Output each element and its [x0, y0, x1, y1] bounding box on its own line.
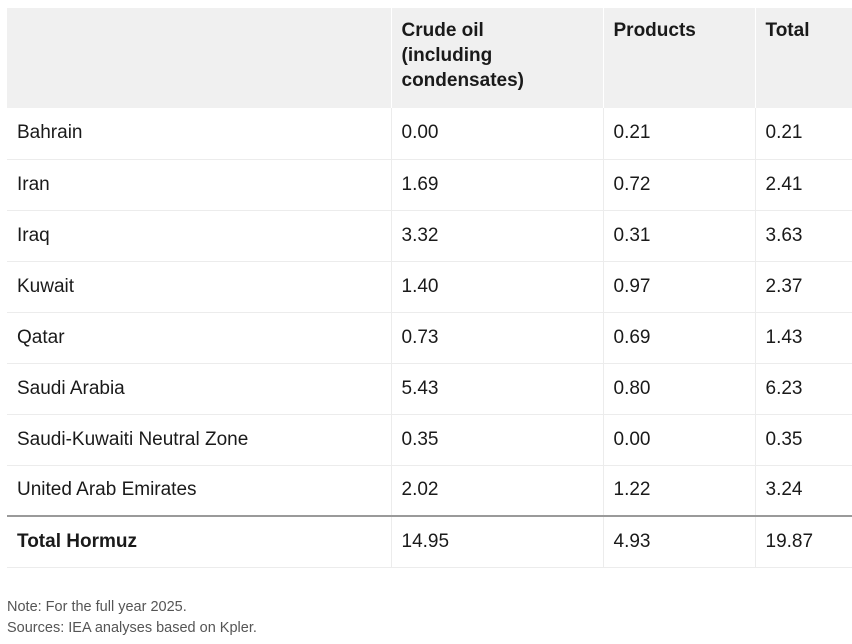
cell-total: 3.63 [755, 210, 852, 262]
table-row: Kuwait 1.40 0.97 2.37 [7, 261, 852, 313]
header-products: Products [603, 8, 756, 108]
cell-country: Bahrain [7, 108, 392, 160]
header-crude-line-1: Crude oil [401, 20, 484, 41]
cell-products: 0.72 [603, 159, 756, 211]
total-label: Total Hormuz [7, 515, 392, 568]
cell-products: 0.69 [603, 312, 756, 364]
note-text: Note: For the full year 2025. [7, 599, 187, 615]
cell-crude: 0.73 [391, 312, 604, 364]
table-row: Iran 1.69 0.72 2.41 [7, 159, 852, 211]
total-products: 4.93 [603, 515, 756, 568]
header-crude-line-3: condensates) [401, 70, 524, 91]
cell-products: 0.21 [603, 108, 756, 160]
cell-products: 1.22 [603, 465, 756, 517]
header-row: Crude oil (including condensates) Produc… [7, 8, 852, 108]
cell-crude: 1.40 [391, 261, 604, 313]
cell-country: Saudi Arabia [7, 363, 392, 415]
table-row: Bahrain 0.00 0.21 0.21 [7, 108, 852, 160]
header-total: Total [755, 8, 852, 108]
cell-total: 6.23 [755, 363, 852, 415]
cell-country: Iran [7, 159, 392, 211]
table-row: United Arab Emirates 2.02 1.22 3.24 [7, 465, 852, 517]
cell-total: 0.21 [755, 108, 852, 160]
cell-total: 2.37 [755, 261, 852, 313]
table-row: Iraq 3.32 0.31 3.63 [7, 210, 852, 262]
cell-total: 1.43 [755, 312, 852, 364]
header-country [7, 8, 392, 108]
cell-crude: 3.32 [391, 210, 604, 262]
cell-products: 0.00 [603, 414, 756, 466]
table-header: Crude oil (including condensates) Produc… [7, 8, 852, 108]
sources-text: Sources: IEA analyses based on Kpler. [7, 620, 257, 636]
cell-total: 0.35 [755, 414, 852, 466]
table-notes: Note: For the full year 2025. Sources: I… [7, 597, 257, 639]
total-crude: 14.95 [391, 515, 604, 568]
data-table: Crude oil (including condensates) Produc… [7, 8, 852, 568]
table-body: Bahrain 0.00 0.21 0.21 Iran 1.69 0.72 2.… [7, 108, 852, 568]
cell-crude: 0.00 [391, 108, 604, 160]
header-crude-line-2: (including [401, 45, 493, 66]
table-row: Saudi-Kuwaiti Neutral Zone 0.35 0.00 0.3… [7, 414, 852, 466]
cell-total: 3.24 [755, 465, 852, 517]
table-row: Saudi Arabia 5.43 0.80 6.23 [7, 363, 852, 415]
cell-products: 0.97 [603, 261, 756, 313]
cell-country: Saudi-Kuwaiti Neutral Zone [7, 414, 392, 466]
cell-crude: 0.35 [391, 414, 604, 466]
cell-products: 0.31 [603, 210, 756, 262]
cell-country: United Arab Emirates [7, 465, 392, 517]
total-row: Total Hormuz 14.95 4.93 19.87 [7, 515, 852, 568]
cell-crude: 5.43 [391, 363, 604, 415]
cell-country: Qatar [7, 312, 392, 364]
cell-crude: 1.69 [391, 159, 604, 211]
total-total: 19.87 [755, 515, 852, 568]
cell-country: Iraq [7, 210, 392, 262]
cell-country: Kuwait [7, 261, 392, 313]
cell-crude: 2.02 [391, 465, 604, 517]
table-row: Qatar 0.73 0.69 1.43 [7, 312, 852, 364]
cell-total: 2.41 [755, 159, 852, 211]
cell-products: 0.80 [603, 363, 756, 415]
header-crude-oil: Crude oil (including condensates) [391, 8, 604, 108]
